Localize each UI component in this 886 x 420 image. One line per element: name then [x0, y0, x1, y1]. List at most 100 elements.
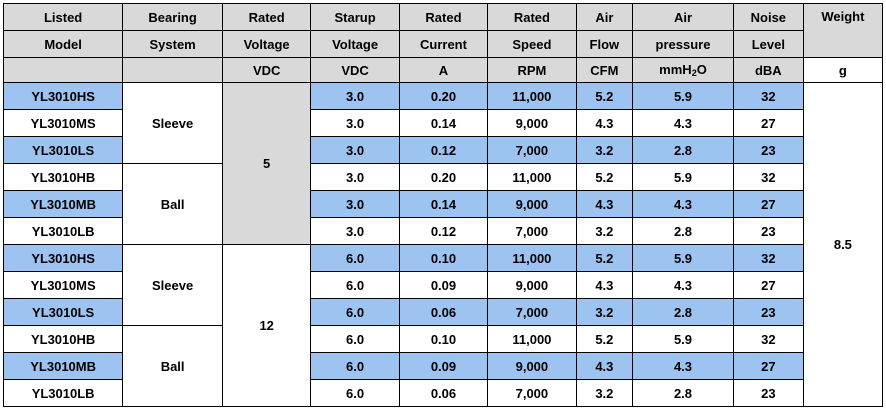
startup-cell: 6.0	[310, 352, 400, 380]
table-row: YL3010MB 6.0 0.09 9,000 4.3 4.3 27	[2, 352, 883, 380]
header-rated-voltage-unit: VDC	[221, 57, 312, 83]
noise-cell: 27	[732, 190, 804, 218]
pressure-unit-sub: 2	[691, 68, 697, 78]
header-pressure-line2: pressure	[632, 30, 734, 58]
startup-cell: 3.0	[310, 190, 400, 218]
model-cell: YL3010LB	[2, 379, 124, 407]
pressure-unit-tail: O	[696, 62, 707, 77]
fan-spec-table: Listed Bearing Rated Starup Rated Rated …	[2, 3, 884, 407]
pressure-cell: 5.9	[632, 244, 734, 272]
model-cell: YL3010MS	[2, 109, 124, 137]
header-pressure-line1: Air	[632, 3, 734, 31]
bearing-cell: Sleeve	[122, 82, 223, 164]
flow-cell: 4.3	[575, 271, 634, 299]
pressure-cell: 5.9	[632, 82, 734, 110]
startup-cell: 3.0	[310, 217, 400, 245]
table-row: YL3010MS 3.0 0.14 9,000 4.3 4.3 27	[2, 109, 883, 137]
noise-cell: 32	[732, 163, 804, 191]
startup-cell: 3.0	[310, 82, 400, 110]
current-cell: 0.14	[398, 109, 489, 137]
noise-cell: 23	[732, 379, 804, 407]
startup-cell: 6.0	[310, 379, 400, 407]
header-model-line2: Model	[2, 30, 124, 58]
noise-cell: 23	[732, 136, 804, 164]
bearing-cell: Ball	[122, 163, 223, 245]
model-cell: YL3010HS	[2, 244, 124, 272]
flow-cell: 4.3	[575, 109, 634, 137]
flow-cell: 4.3	[575, 190, 634, 218]
table-row: YL3010LS 3.0 0.12 7,000 3.2 2.8 23	[2, 136, 883, 164]
pressure-cell: 5.9	[632, 325, 734, 353]
header-bearing-unit	[122, 57, 223, 83]
header-speed-unit: RPM	[487, 57, 577, 83]
noise-cell: 23	[732, 217, 804, 245]
noise-cell: 27	[732, 109, 804, 137]
pressure-cell: 4.3	[632, 271, 734, 299]
current-cell: 0.12	[398, 217, 489, 245]
header-startup-voltage-line1: Starup	[310, 3, 400, 31]
pressure-cell: 2.8	[632, 298, 734, 326]
header-speed-line2: Speed	[487, 30, 577, 58]
header-rated-voltage-line1: Rated	[221, 3, 312, 31]
header-flow-unit: CFM	[575, 57, 634, 83]
table-row: YL3010HB Ball 6.0 0.10 11,000 5.2 5.9 32	[2, 325, 883, 407]
pressure-cell: 2.8	[632, 379, 734, 407]
pressure-cell: 2.8	[632, 217, 734, 245]
model-cell: YL3010LB	[2, 217, 124, 245]
model-cell: YL3010MS	[2, 271, 124, 299]
startup-cell: 6.0	[310, 244, 400, 272]
startup-cell: 6.0	[310, 325, 400, 353]
noise-cell: 27	[732, 271, 804, 299]
table-row: YL3010LB 3.0 0.12 7,000 3.2 2.8 23	[2, 217, 883, 245]
noise-cell: 32	[732, 244, 804, 272]
pressure-unit-main: mmH	[659, 62, 692, 77]
header-rated-voltage-line2: Voltage	[221, 30, 312, 58]
flow-cell: 3.2	[575, 217, 634, 245]
pressure-cell: 4.3	[632, 190, 734, 218]
speed-cell: 11,000	[487, 163, 577, 191]
speed-cell: 11,000	[487, 325, 577, 353]
pressure-cell: 5.9	[632, 163, 734, 191]
header-bearing-line2: System	[122, 30, 223, 58]
speed-cell: 9,000	[487, 190, 577, 218]
table-row: YL3010MS 6.0 0.09 9,000 4.3 4.3 27	[2, 271, 883, 299]
header-startup-voltage-unit: VDC	[310, 57, 400, 83]
table-row: YL3010HS Sleeve 12 6.0 0.10 11,000 5.2 5…	[2, 244, 883, 407]
model-cell: YL3010MB	[2, 352, 124, 380]
speed-cell: 9,000	[487, 109, 577, 137]
rated-voltage-cell: 12	[221, 244, 312, 407]
flow-cell: 4.3	[575, 352, 634, 380]
header-current-unit: A	[398, 57, 489, 83]
header-noise-line1: Noise	[732, 3, 804, 31]
table-row: YL3010HB Ball 3.0 0.20 11,000 5.2 5.9 32	[2, 163, 883, 245]
header-startup-voltage-line2: Voltage	[310, 30, 400, 58]
speed-cell: 11,000	[487, 244, 577, 272]
pressure-cell: 4.3	[632, 109, 734, 137]
current-cell: 0.12	[398, 136, 489, 164]
speed-cell: 9,000	[487, 271, 577, 299]
current-cell: 0.09	[398, 271, 489, 299]
flow-cell: 5.2	[575, 163, 634, 191]
table-header: Listed Bearing Rated Starup Rated Rated …	[2, 3, 884, 83]
model-cell: YL3010HB	[2, 325, 124, 353]
header-bearing-line1: Bearing	[122, 3, 223, 31]
current-cell: 0.20	[398, 82, 489, 110]
model-cell: YL3010HB	[2, 163, 124, 191]
current-cell: 0.14	[398, 190, 489, 218]
flow-cell: 5.2	[575, 82, 634, 110]
noise-cell: 23	[732, 298, 804, 326]
table-row: YL3010LB 6.0 0.06 7,000 3.2 2.8 23	[2, 379, 883, 407]
current-cell: 0.20	[398, 163, 489, 191]
rated-voltage-cell: 5	[221, 82, 312, 245]
speed-cell: 11,000	[487, 82, 577, 110]
table-row: YL3010MB 3.0 0.14 9,000 4.3 4.3 27	[2, 190, 883, 218]
header-flow-line2: Flow	[575, 30, 634, 58]
bearing-cell: Sleeve	[122, 244, 223, 326]
speed-cell: 9,000	[487, 352, 577, 380]
table-row: YL3010LS 6.0 0.06 7,000 3.2 2.8 23	[2, 298, 883, 326]
model-cell: YL3010MB	[2, 190, 124, 218]
current-cell: 0.06	[398, 298, 489, 326]
header-weight-unit: g	[802, 57, 884, 83]
header-noise-line2: Level	[732, 30, 804, 58]
header-model-line1: Listed	[2, 3, 124, 31]
